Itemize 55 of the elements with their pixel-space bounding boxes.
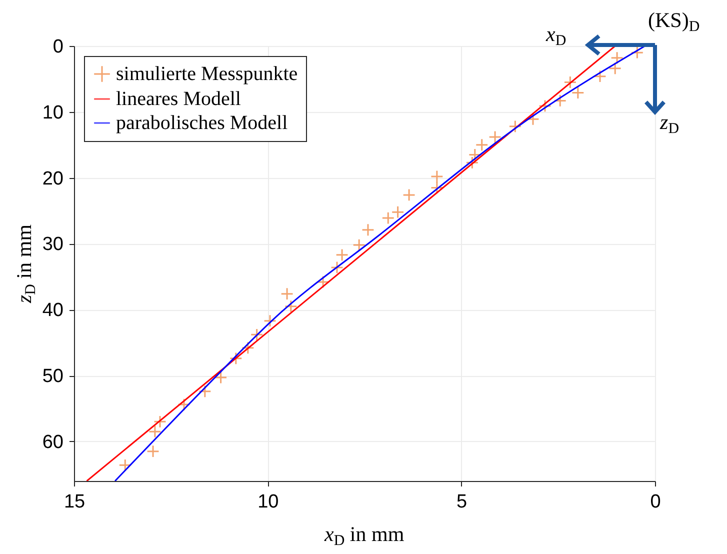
y-tick-label: 30 (42, 234, 64, 256)
text: z$_{D}$ (660, 110, 680, 137)
point (198, 384, 212, 398)
point (554, 94, 567, 108)
point (526, 112, 540, 126)
point (241, 341, 254, 354)
x-tick-label: 10 (258, 492, 279, 512)
legend-label: lineares Modell (116, 88, 242, 110)
point (330, 261, 344, 274)
point (336, 248, 348, 262)
y-tick-label: 60 (42, 432, 64, 453)
y-tick-label: 0 (52, 36, 64, 58)
point (280, 287, 294, 300)
point (362, 223, 374, 236)
legend-label: simulierte Messpunkte (116, 63, 298, 85)
point (402, 188, 416, 202)
point (148, 425, 162, 438)
point (475, 138, 488, 152)
y-tick-label: 40 (42, 300, 64, 322)
x-axis-title: x$_{D}$ in mm (324, 522, 404, 549)
point (488, 130, 502, 144)
point (630, 46, 644, 60)
point (391, 206, 404, 219)
point (284, 300, 298, 313)
legend-label: parabolisches Modell (116, 112, 288, 134)
point (564, 76, 577, 89)
point (430, 181, 444, 194)
point (352, 238, 366, 252)
point (608, 62, 622, 75)
point (594, 70, 606, 83)
point (229, 352, 242, 365)
y-tick-label: 20 (42, 168, 64, 190)
point (118, 458, 132, 472)
y-tick-label: 50 (42, 366, 64, 388)
point (178, 398, 190, 411)
point (571, 86, 584, 100)
point (466, 156, 479, 170)
point (468, 148, 482, 162)
point (316, 276, 330, 288)
point (430, 170, 444, 183)
point (264, 314, 276, 328)
point (154, 415, 166, 428)
point (250, 328, 264, 342)
y-tick-label: 10 (42, 102, 64, 124)
text: (KS)$_{D}$ (648, 8, 700, 35)
x-tick-label: 5 (456, 492, 468, 512)
point (538, 100, 552, 112)
x-tick-label: 0 (650, 492, 661, 512)
point (382, 212, 395, 224)
annotation: x$_{D}$ (546, 22, 566, 49)
point (508, 120, 522, 133)
point (146, 444, 160, 458)
point (214, 371, 228, 384)
point (610, 51, 624, 64)
x-tick-label: 15 (64, 492, 86, 512)
